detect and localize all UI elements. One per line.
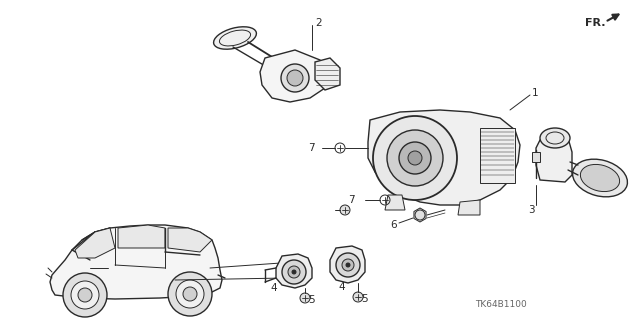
Ellipse shape <box>63 273 107 317</box>
Ellipse shape <box>342 259 354 271</box>
Ellipse shape <box>78 288 92 302</box>
Polygon shape <box>368 110 520 205</box>
Ellipse shape <box>168 272 212 316</box>
Polygon shape <box>330 246 365 283</box>
Text: 2: 2 <box>315 18 322 28</box>
Text: 3: 3 <box>528 205 534 215</box>
Text: 7: 7 <box>348 195 355 205</box>
Ellipse shape <box>580 164 620 192</box>
Polygon shape <box>315 58 340 90</box>
Ellipse shape <box>214 27 257 49</box>
Text: FR.: FR. <box>585 18 605 28</box>
Polygon shape <box>260 50 330 102</box>
Ellipse shape <box>353 292 363 302</box>
Ellipse shape <box>387 130 443 186</box>
Ellipse shape <box>300 293 310 303</box>
Text: 7: 7 <box>308 143 315 153</box>
Polygon shape <box>276 254 312 288</box>
Ellipse shape <box>540 128 570 148</box>
Text: 1: 1 <box>532 88 539 98</box>
Ellipse shape <box>282 260 306 284</box>
Polygon shape <box>118 225 165 248</box>
Bar <box>532 152 540 162</box>
Ellipse shape <box>292 270 296 274</box>
Polygon shape <box>385 195 405 210</box>
Ellipse shape <box>287 70 303 86</box>
Ellipse shape <box>573 159 627 197</box>
Polygon shape <box>414 208 426 222</box>
Polygon shape <box>50 225 222 299</box>
Ellipse shape <box>71 281 99 309</box>
Text: TK64B1100: TK64B1100 <box>475 300 527 309</box>
Polygon shape <box>168 228 212 252</box>
Text: 6: 6 <box>390 220 397 230</box>
Polygon shape <box>458 200 480 215</box>
Text: 4: 4 <box>338 282 344 292</box>
Text: 4: 4 <box>270 283 276 293</box>
Ellipse shape <box>340 205 350 215</box>
Ellipse shape <box>346 263 350 267</box>
Polygon shape <box>75 228 115 258</box>
Ellipse shape <box>288 266 300 278</box>
Ellipse shape <box>399 142 431 174</box>
Text: 5: 5 <box>308 295 315 305</box>
Ellipse shape <box>281 64 309 92</box>
Polygon shape <box>536 138 572 182</box>
Ellipse shape <box>408 151 422 165</box>
Ellipse shape <box>336 253 360 277</box>
Text: 5: 5 <box>361 294 367 304</box>
Ellipse shape <box>183 287 197 301</box>
Ellipse shape <box>373 116 457 200</box>
Ellipse shape <box>176 280 204 308</box>
Bar <box>480 128 515 183</box>
